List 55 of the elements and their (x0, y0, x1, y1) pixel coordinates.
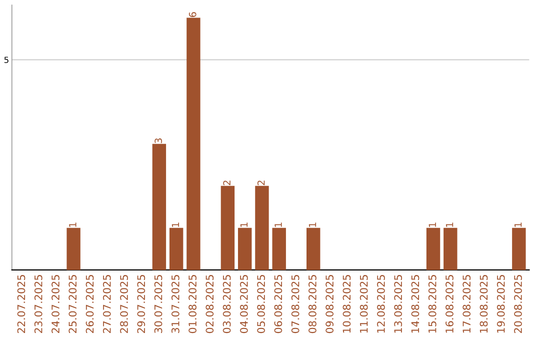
x-tick-label: 04.08.2025 (240, 275, 248, 334)
bar (255, 186, 269, 270)
x-tick-label: 19.08.2025 (496, 275, 505, 333)
y-tick-label: 5 (4, 56, 8, 64)
x-tick-label: 27.07.2025 (102, 275, 111, 334)
x-tick-label: 31.07.2025 (171, 275, 180, 333)
bar (169, 228, 184, 270)
x-tick-label: 16.08.2025 (446, 275, 454, 333)
x-tick-label: 13.08.2025 (394, 275, 402, 333)
bar (220, 186, 235, 270)
data-label: 1 (69, 222, 76, 227)
x-tick-label: 17.08.2025 (462, 275, 471, 333)
data-label: 2 (223, 180, 230, 186)
x-tick-label: 08.08.2025 (308, 275, 316, 334)
data-label: 3 (154, 138, 162, 144)
data-label: 1 (240, 222, 248, 227)
x-tick-label: 25.07.2025 (68, 275, 77, 334)
bar (426, 228, 440, 270)
x-tick-label: 18.08.2025 (480, 275, 488, 333)
bar (66, 228, 80, 270)
x-tick-label: 28.07.2025 (120, 275, 128, 334)
x-tick-label: 26.07.2025 (86, 275, 94, 334)
x-tick-label: 22.07.2025 (17, 275, 26, 334)
bar (272, 228, 286, 270)
bar (152, 144, 166, 270)
x-tick-label: 15.08.2025 (428, 275, 436, 333)
x-tick-label: 29.07.2025 (137, 275, 146, 334)
data-label: 6 (188, 12, 196, 18)
data-label: 1 (274, 222, 282, 227)
x-tick-label: 02.08.2025 (206, 275, 214, 334)
x-tick-label: 03.08.2025 (222, 275, 231, 334)
x-tick-label: 10.08.2025 (342, 275, 351, 333)
x-tick-label: 30.07.2025 (154, 275, 162, 333)
bar (186, 18, 200, 270)
x-tick-label: 20.08.2025 (514, 275, 522, 334)
x-tick-label: 06.08.2025 (274, 275, 282, 334)
x-tick-label: 11.08.2025 (360, 275, 368, 333)
data-label: 2 (257, 180, 265, 186)
bar (238, 228, 252, 270)
data-label: 1 (308, 222, 316, 227)
data-label: 1 (428, 222, 436, 227)
x-tick-label: 12.08.2025 (377, 275, 385, 333)
bar (306, 228, 320, 270)
x-tick-label: 23.07.2025 (34, 275, 42, 334)
x-tick-label: 07.08.2025 (291, 275, 300, 334)
data-label: 1 (514, 222, 522, 227)
x-tick-label: 05.08.2025 (257, 275, 265, 334)
x-tick-label: 14.08.2025 (411, 275, 420, 333)
data-label: 1 (172, 222, 180, 227)
x-tick-label: 24.07.2025 (52, 275, 60, 334)
x-tick-label: 01.08.2025 (188, 275, 196, 334)
data-label: 1 (446, 222, 454, 227)
bar (512, 228, 526, 270)
x-tick-label: 09.08.2025 (326, 275, 334, 334)
bar (444, 228, 458, 270)
